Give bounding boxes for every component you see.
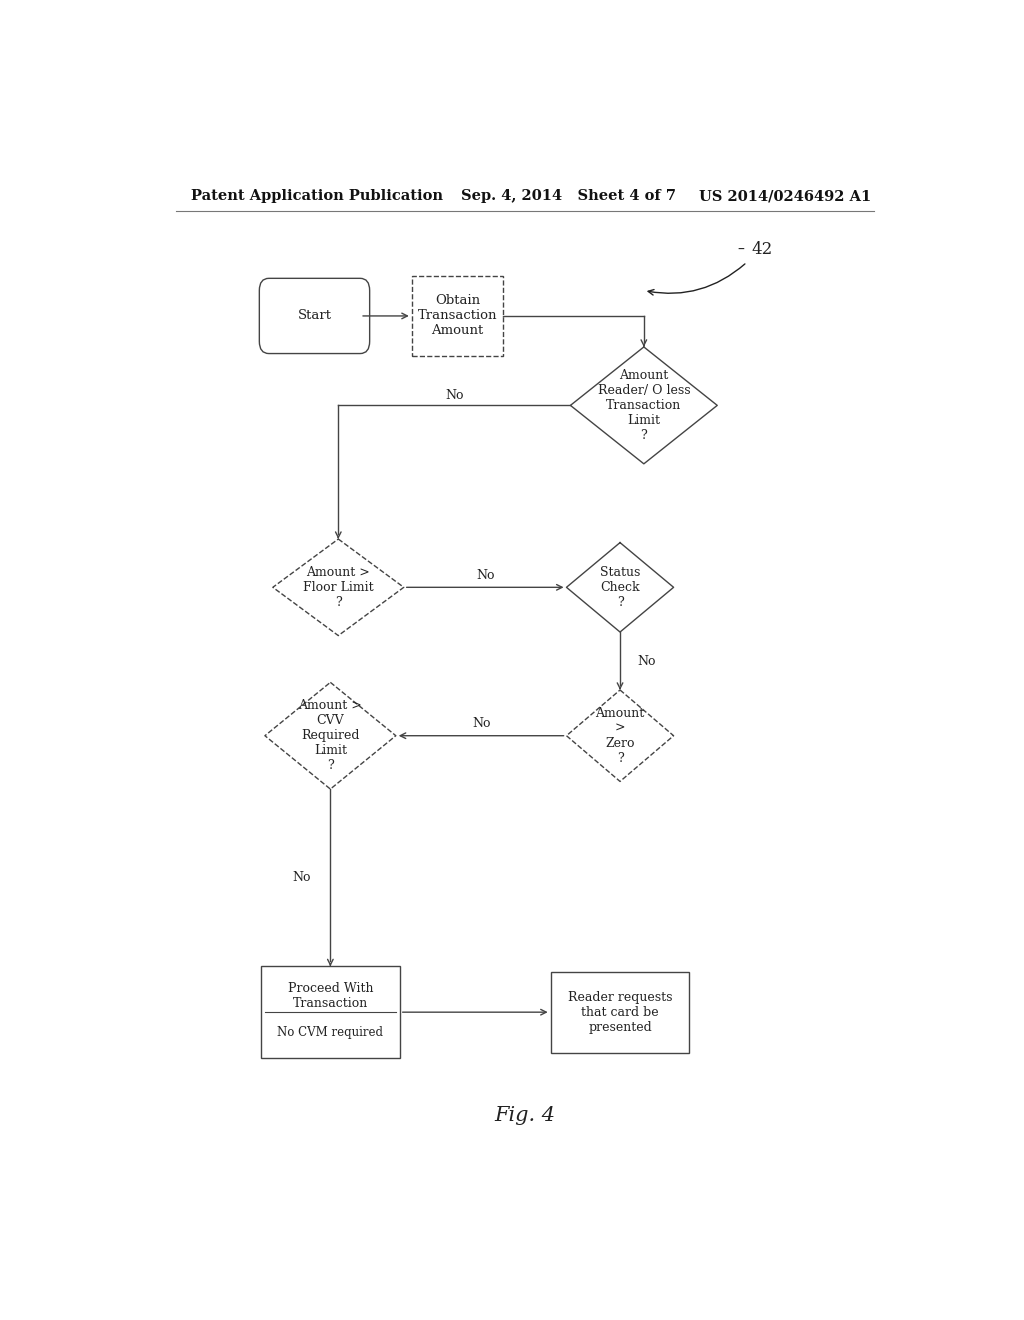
Text: No: No [472,717,490,730]
Text: Amount >
CVV
Required
Limit
?: Amount > CVV Required Limit ? [298,700,362,772]
Text: No: No [476,569,495,582]
Text: No: No [638,655,656,668]
Text: Proceed With
Transaction: Proceed With Transaction [288,982,373,1010]
Text: US 2014/0246492 A1: US 2014/0246492 A1 [699,189,871,203]
Text: Status
Check
?: Status Check ? [600,566,640,609]
Text: Reader requests
that card be
presented: Reader requests that card be presented [567,991,673,1034]
Text: Start: Start [298,309,332,322]
Text: No: No [445,388,464,401]
Text: Amount
>
Zero
?: Amount > Zero ? [595,706,645,764]
Text: Amount
Reader/ O less
Transaction
Limit
?: Amount Reader/ O less Transaction Limit … [598,368,690,442]
Text: Obtain
Transaction
Amount: Obtain Transaction Amount [418,294,497,338]
FancyBboxPatch shape [259,279,370,354]
Bar [412,276,503,355]
Text: No CVM required: No CVM required [278,1026,383,1039]
Text: No: No [292,871,310,884]
Bar [551,972,689,1053]
Text: Amount >
Floor Limit
?: Amount > Floor Limit ? [303,566,374,609]
Text: Sep. 4, 2014   Sheet 4 of 7: Sep. 4, 2014 Sheet 4 of 7 [461,189,676,203]
Text: Patent Application Publication: Patent Application Publication [191,189,443,203]
Text: –: – [737,243,744,257]
Text: Fig. 4: Fig. 4 [495,1106,555,1126]
Bar [261,966,399,1057]
Text: 42: 42 [751,242,772,259]
